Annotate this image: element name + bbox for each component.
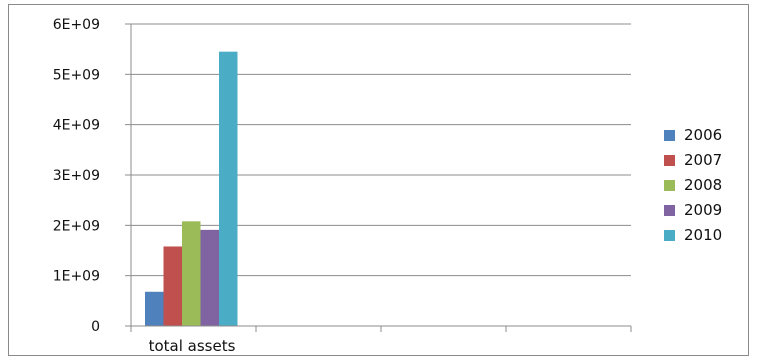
legend-swatch-2007: [664, 155, 675, 166]
y-tick-label: 4E+09: [53, 118, 100, 134]
bars: [145, 51, 238, 326]
bar-2006: [145, 291, 164, 326]
axes: [125, 24, 632, 332]
bar-2007: [163, 246, 182, 326]
legend-label-2006: 2006: [684, 126, 722, 144]
y-axis-ticks: 0 1E+09 2E+09 3E+09 4E+09 5E+09 6E+09: [53, 17, 131, 335]
legend-swatch-2006: [664, 130, 675, 141]
y-tick-label: 6E+09: [53, 17, 100, 33]
y-tick-label: 2E+09: [53, 218, 100, 234]
legend: 2006 2007 2008 2009 2010: [664, 126, 722, 244]
legend-label-2009: 2009: [684, 201, 722, 219]
bar-2009: [200, 229, 219, 326]
legend-swatch-2010: [664, 230, 675, 241]
legend-label-2007: 2007: [684, 151, 722, 169]
y-tick-label: 0: [91, 319, 100, 335]
x-category-label: total assets: [149, 337, 236, 355]
bar-2010: [219, 51, 238, 326]
legend-swatch-2008: [664, 180, 675, 191]
legend-label-2008: 2008: [684, 176, 722, 194]
bar-2008: [182, 221, 201, 326]
legend-label-2010: 2010: [684, 226, 722, 244]
y-tick-label: 3E+09: [53, 168, 100, 184]
y-tick-label: 5E+09: [53, 67, 100, 83]
y-tick-label: 1E+09: [53, 269, 100, 285]
legend-swatch-2009: [664, 205, 675, 216]
x-axis-categories: total assets: [149, 337, 236, 355]
